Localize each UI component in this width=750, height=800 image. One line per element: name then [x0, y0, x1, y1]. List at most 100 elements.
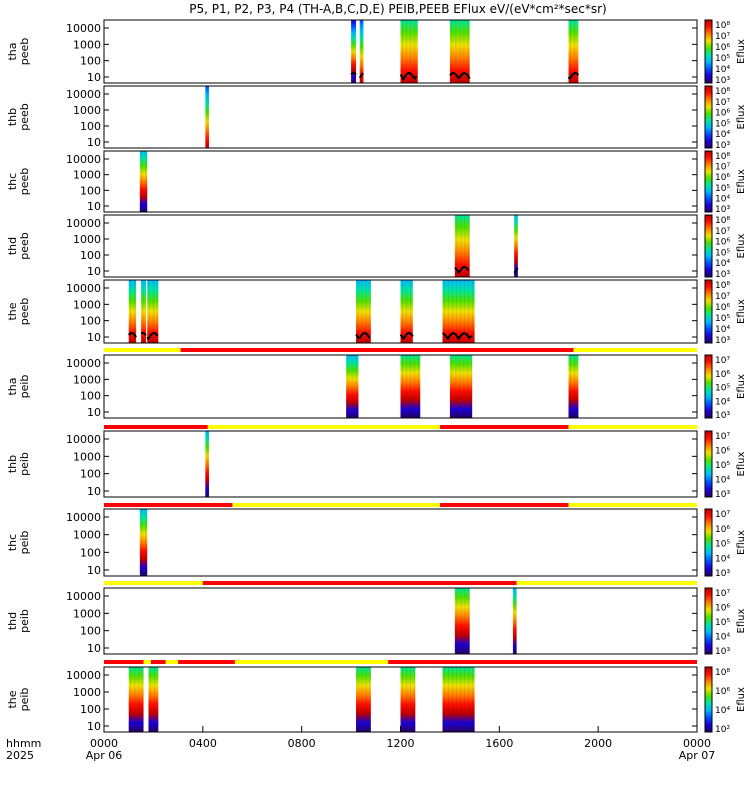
- y-axis-label: tha: [6, 42, 19, 60]
- colorbar-tick-label: 10⁶: [715, 687, 730, 697]
- x-tick-label: 1200: [387, 737, 415, 750]
- x-tick-label: 1600: [485, 737, 513, 750]
- y-axis-label: thd: [6, 237, 19, 255]
- colorbar-tick-label: 10⁵: [715, 618, 730, 628]
- y-axis-label: peib: [18, 688, 31, 712]
- y-tick-label: 1000: [73, 233, 101, 246]
- colorbar-tick-label: 10⁸: [715, 152, 730, 162]
- y-tick-label: 10000: [66, 511, 101, 524]
- y-tick-label: 100: [80, 55, 101, 68]
- y-axis-label: thb: [6, 108, 19, 126]
- y-tick-label: 10000: [66, 433, 101, 446]
- y-tick-label: 1000: [73, 373, 101, 386]
- y-tick-label: 100: [80, 546, 101, 559]
- colorbar-tick-label: 10⁴: [715, 194, 730, 204]
- y-axis-label: thd: [6, 612, 19, 630]
- colorbar-tick-label: 10³: [715, 411, 730, 421]
- colorbar: [704, 19, 713, 84]
- potential-trace: [140, 331, 147, 336]
- colorbar-tick-label: 10⁸: [715, 21, 730, 31]
- y-axis-label: peeb: [18, 38, 31, 66]
- y-tick-label: 10: [87, 136, 101, 149]
- flux-block: [454, 588, 470, 654]
- flux-block: [139, 509, 148, 576]
- flux-block: [454, 215, 470, 277]
- flux-block: [568, 355, 579, 418]
- y-axis-label: peib: [18, 531, 31, 555]
- flux-block: [400, 667, 416, 732]
- region-bar-segment: [573, 348, 697, 352]
- potential-trace: [358, 72, 364, 79]
- region-bar-segment: [178, 660, 235, 664]
- panel-thb-peib: 10000 1000 100 10 thb peib 10⁷ 10⁶ 10⁵ 10⁴ 10³ Eflu…: [6, 425, 747, 500]
- y-axis-label: the: [6, 690, 19, 708]
- y-axis-label: peeb: [18, 232, 31, 260]
- colorbar-tick-label: 10³: [715, 647, 730, 657]
- colorbar: [704, 666, 713, 733]
- colorbar-title: Eflux: [736, 233, 747, 258]
- panel-frame: [103, 150, 698, 213]
- colorbar-tick-label: 10³: [715, 490, 730, 500]
- y-axis-label: peeb: [18, 103, 31, 131]
- flux-block: [359, 20, 364, 83]
- panel-the-peib: 10000 1000 100 10 the peib 10⁸ 10⁶ 10⁴ 10² Eflux: [6, 660, 747, 735]
- potential-trace: [513, 267, 519, 274]
- colorbar-tick-label: 10⁶: [715, 604, 730, 614]
- colorbar-tick-label: 10⁶: [715, 173, 730, 183]
- colorbar-tick-label: 10⁶: [715, 109, 730, 119]
- colorbar-tick-label: 10⁴: [715, 65, 730, 75]
- potential-trace: [399, 331, 414, 341]
- potential-trace: [127, 331, 137, 338]
- colorbar-title: Eflux: [736, 169, 747, 194]
- flux-block: [351, 20, 357, 83]
- y-tick-label: 1000: [73, 298, 101, 311]
- colorbar-tick-label: 10³: [715, 76, 730, 86]
- panel-frame: [103, 279, 698, 344]
- flux-block: [512, 588, 517, 654]
- panel-frame: [103, 354, 698, 419]
- region-bar-segment: [104, 660, 144, 664]
- y-tick-label: 1000: [73, 686, 101, 699]
- potential-trace: [567, 71, 580, 80]
- colorbar-title: Eflux: [736, 530, 747, 555]
- y-axis-label: peib: [18, 375, 31, 399]
- flux-block: [128, 280, 137, 343]
- region-bar-segment: [440, 425, 569, 429]
- y-tick-label: 10: [87, 331, 101, 344]
- y-tick-label: 10000: [66, 590, 101, 603]
- potential-trace: [454, 266, 470, 275]
- flux-block: [400, 355, 421, 418]
- colorbar-tick-label: 10⁵: [715, 184, 730, 194]
- colorbar-tick-label: 10⁵: [715, 248, 730, 258]
- y-tick-label: 10000: [66, 153, 101, 166]
- region-bar-segment: [234, 660, 389, 664]
- y-axis-label: the: [6, 302, 19, 320]
- colorbar-tick-label: 10⁷: [715, 356, 730, 366]
- y-tick-label: 100: [80, 625, 101, 638]
- colorbar-tick-label: 10⁸: [715, 87, 730, 97]
- region-bar-segment: [207, 425, 441, 429]
- panel-frame: [103, 430, 698, 498]
- colorbar-tick-label: 10³: [715, 205, 730, 215]
- colorbar-title: Eflux: [736, 608, 747, 633]
- colorbar-tick-label: 10⁸: [715, 668, 730, 678]
- flux-block: [205, 431, 210, 497]
- colorbar: [704, 150, 713, 213]
- region-bar-segment: [180, 348, 574, 352]
- colorbar-tick-label: 10⁵: [715, 314, 730, 324]
- region-bar-segment: [104, 348, 181, 352]
- colorbar-tick-label: 10⁷: [715, 292, 730, 302]
- y-tick-label: 10000: [66, 88, 101, 101]
- time-row-label-year: 2025: [6, 749, 34, 762]
- flux-block: [449, 355, 473, 418]
- colorbar: [704, 85, 713, 149]
- y-tick-label: 10000: [66, 217, 101, 230]
- panel-frame: [103, 508, 698, 577]
- flux-block: [442, 280, 475, 343]
- colorbar-tick-label: 10⁵: [715, 54, 730, 64]
- y-tick-label: 100: [80, 249, 101, 262]
- flux-block: [400, 20, 418, 83]
- y-tick-label: 100: [80, 703, 101, 716]
